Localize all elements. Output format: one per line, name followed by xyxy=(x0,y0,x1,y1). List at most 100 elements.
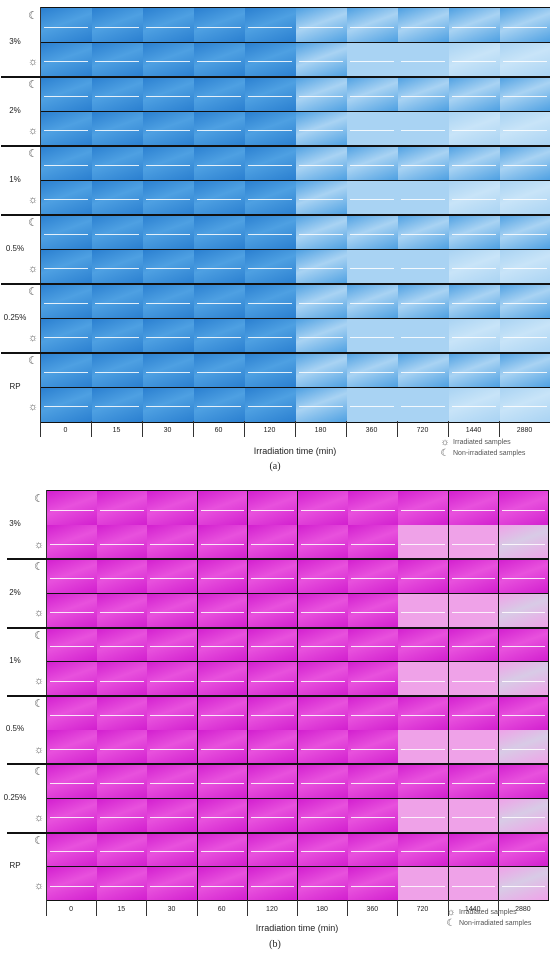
sample-cell xyxy=(97,627,148,663)
sample-cell xyxy=(296,180,348,216)
sample-cell xyxy=(92,8,144,43)
sample-cell xyxy=(347,146,399,181)
sample-cell xyxy=(247,559,299,594)
time-tick-label: 15 xyxy=(117,906,126,913)
sample-cell xyxy=(398,661,450,697)
moon-icon: ☾ xyxy=(28,79,38,91)
sample-streak xyxy=(200,509,245,511)
sun-icon: ☼ xyxy=(27,332,39,345)
sample-streak xyxy=(300,509,345,511)
sample-cell xyxy=(194,249,246,285)
sample-streak xyxy=(452,233,497,235)
sample-cell xyxy=(449,353,501,388)
sample-streak xyxy=(401,406,446,408)
sample-streak xyxy=(150,885,195,887)
sample-streak xyxy=(451,646,496,648)
sample-streak xyxy=(401,714,446,716)
sample-streak xyxy=(44,337,89,339)
sample-cell xyxy=(398,77,450,112)
sample-streak xyxy=(452,371,497,373)
sample-cell xyxy=(347,77,399,112)
concentration-label: 0.25% xyxy=(3,792,27,802)
sample-streak xyxy=(503,268,548,270)
sample-streak xyxy=(95,130,140,132)
sample-streak xyxy=(146,406,191,408)
sample-cell xyxy=(500,318,550,354)
sample-streak xyxy=(197,302,242,304)
sample-cell xyxy=(347,318,399,354)
sample-cell xyxy=(348,559,399,594)
sample-cell xyxy=(448,832,500,868)
sample-streak xyxy=(146,371,191,373)
sample-cell xyxy=(245,146,297,181)
tick-separator xyxy=(447,900,449,916)
sample-streak xyxy=(351,578,395,580)
sample-cell xyxy=(296,249,348,285)
sample-cell xyxy=(247,730,299,765)
sample-cell xyxy=(47,525,98,560)
time-tick-label: 60 xyxy=(214,427,223,434)
sample-cell xyxy=(147,525,199,560)
sample-cell xyxy=(247,832,299,868)
sample-streak xyxy=(248,26,293,28)
time-tick-label: 30 xyxy=(163,427,172,434)
sample-cell xyxy=(147,866,199,902)
sample-cell xyxy=(194,353,246,388)
sample-streak xyxy=(401,748,446,750)
sample-cell xyxy=(398,593,450,629)
sample-cell xyxy=(398,318,450,354)
sample-cell xyxy=(448,798,500,834)
sample-cell xyxy=(197,764,249,799)
time-tick-label: 1440 xyxy=(464,906,481,913)
sample-streak xyxy=(401,612,446,614)
sample-streak xyxy=(146,268,191,270)
sample-streak xyxy=(200,543,245,545)
sample-streak xyxy=(95,164,140,166)
sample-streak xyxy=(146,337,191,339)
row-labels: 3% ☾ ☼ 2% ☾ ☼ 1% ☾ ☼ 0.5% ☾ ☼ 0.25% ☾ ☼ RP ☾ ☼ xyxy=(0,490,46,900)
sample-streak xyxy=(49,543,94,545)
sample-cell xyxy=(47,764,98,799)
sample-streak xyxy=(451,851,496,853)
concentration-label: 2% xyxy=(9,587,21,597)
sample-cell xyxy=(194,387,246,423)
sample-cell xyxy=(348,866,399,902)
sample-streak xyxy=(250,817,295,819)
sample-streak xyxy=(401,578,446,580)
sample-cell xyxy=(398,111,450,147)
sample-cell xyxy=(298,661,349,697)
sample-cell xyxy=(500,111,550,147)
sample-streak xyxy=(200,783,245,785)
sample-streak xyxy=(401,302,446,304)
sample-cell xyxy=(47,627,98,663)
sample-cell xyxy=(97,764,148,799)
sample-cell xyxy=(398,866,450,902)
sample-streak xyxy=(452,268,497,270)
sample-streak xyxy=(197,26,242,28)
sample-cell xyxy=(41,353,93,388)
sample-streak xyxy=(501,578,546,580)
sample-cell xyxy=(194,284,246,319)
time-tick-label: 30 xyxy=(167,906,176,913)
sample-cell xyxy=(498,525,550,560)
concentration-label: 1% xyxy=(9,174,21,184)
sample-streak xyxy=(401,783,446,785)
sample-streak xyxy=(300,646,345,648)
sample-streak xyxy=(299,164,344,166)
legend-irradiated: Irradiated samples xyxy=(453,439,511,446)
sample-streak xyxy=(250,612,295,614)
sample-streak xyxy=(146,199,191,201)
sample-streak xyxy=(248,268,293,270)
sample-streak xyxy=(150,646,195,648)
sample-cell xyxy=(500,42,550,78)
sample-cell xyxy=(245,42,297,78)
sample-streak xyxy=(49,817,94,819)
sample-streak xyxy=(100,680,144,682)
sample-streak xyxy=(300,612,345,614)
sample-streak xyxy=(44,268,89,270)
sample-streak xyxy=(451,509,496,511)
sample-streak xyxy=(452,406,497,408)
sample-cell xyxy=(298,491,349,526)
sample-cell xyxy=(448,866,500,902)
sample-cell xyxy=(47,866,98,902)
